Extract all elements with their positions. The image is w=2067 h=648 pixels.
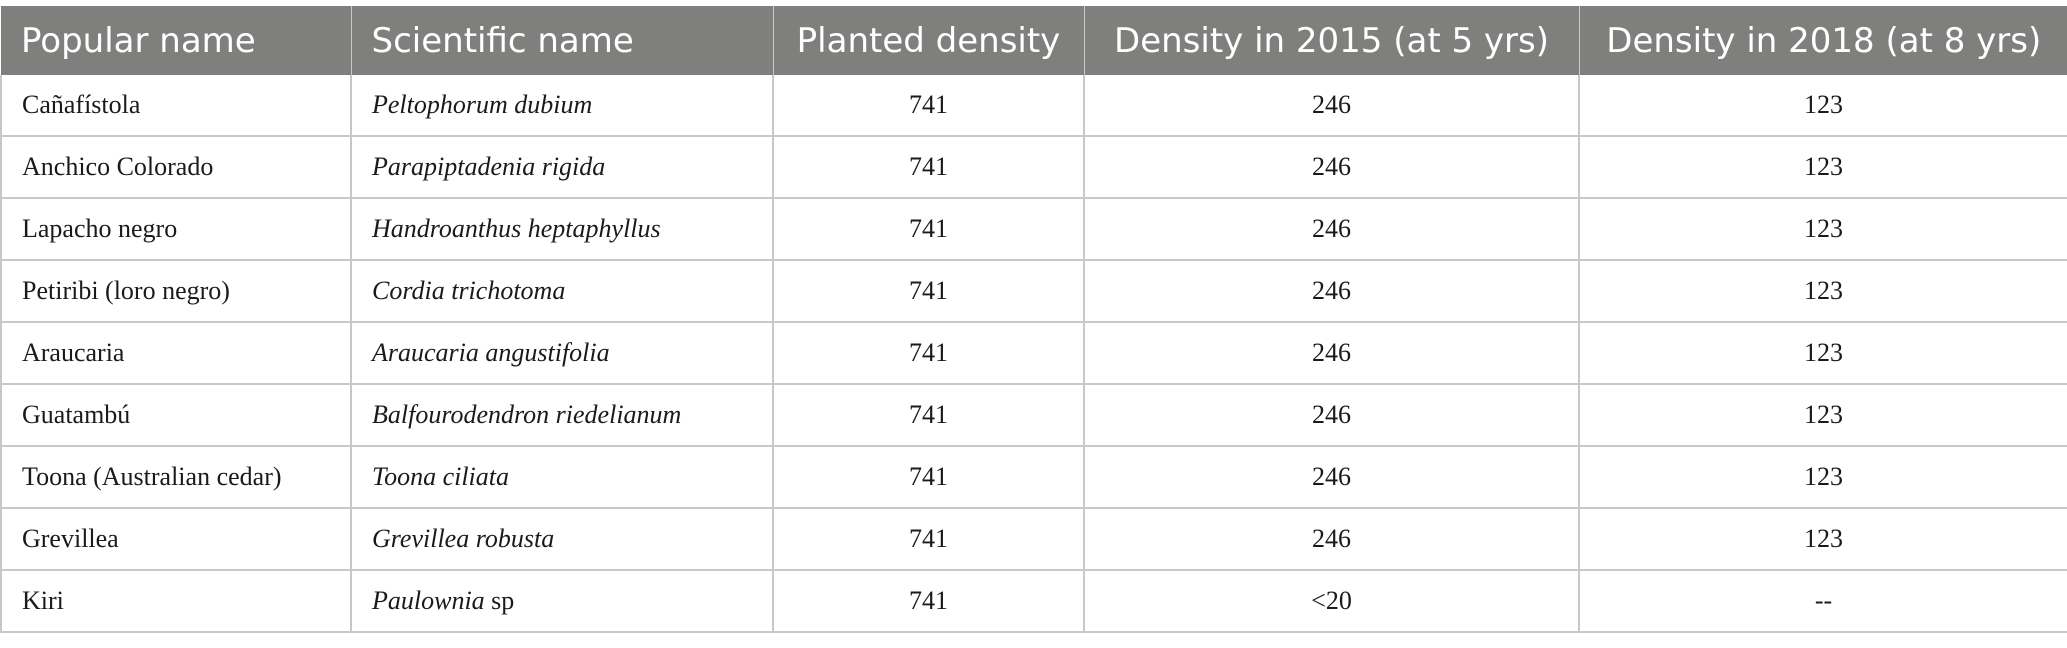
cell-scientific-name: Handroanthus heptaphyllus: [351, 198, 774, 261]
cell-density-2018: 123: [1579, 260, 2067, 323]
scientific-name-italic: Cordia trichotoma: [372, 276, 566, 305]
cell-planted-density: 741: [773, 136, 1085, 199]
cell-planted-density: 741: [773, 384, 1085, 447]
cell-density-2018: 123: [1579, 198, 2067, 261]
scientific-name-italic: Paulownia: [372, 586, 485, 615]
table-row: Toona (Australian cedar) Toona ciliata 7…: [0, 446, 2067, 509]
cell-density-2015: 246: [1084, 260, 1580, 323]
cell-popular-name: Petiribi (loro negro): [0, 260, 352, 323]
cell-planted-density: 741: [773, 446, 1085, 509]
table-row: Kiri Paulownia sp 741 <20 --: [0, 570, 2067, 633]
cell-popular-name: Lapacho negro: [0, 198, 352, 261]
table-row: Araucaria Araucaria angustifolia 741 246…: [0, 322, 2067, 385]
scientific-name-italic: Balfourodendron riedelianum: [372, 400, 682, 429]
cell-density-2015: 246: [1084, 446, 1580, 509]
header-scientific-name: Scientific name: [351, 6, 774, 75]
cell-density-2018: 123: [1579, 75, 2067, 137]
table-body: Cañafístola Peltophorum dubium 741 246 1…: [0, 75, 2067, 633]
header-density-2018: Density in 2018 (at 8 yrs): [1579, 6, 2067, 75]
header-planted-density: Planted density: [773, 6, 1085, 75]
scientific-name-italic: Handroanthus heptaphyllus: [372, 214, 661, 243]
cell-scientific-name: Toona ciliata: [351, 446, 774, 509]
cell-planted-density: 741: [773, 198, 1085, 261]
cell-density-2018: --: [1579, 570, 2067, 633]
cell-density-2018: 123: [1579, 384, 2067, 447]
header-popular-name: Popular name: [1, 6, 352, 75]
cell-popular-name: Kiri: [0, 570, 352, 633]
cell-planted-density: 741: [773, 260, 1085, 323]
scientific-name-italic: Peltophorum dubium: [372, 90, 593, 119]
scientific-name-suffix: sp: [484, 586, 515, 615]
table-row: Guatambú Balfourodendron riedelianum 741…: [0, 384, 2067, 447]
cell-popular-name: Grevillea: [0, 508, 352, 571]
cell-density-2015: 246: [1084, 198, 1580, 261]
species-density-table-container: Popular name Scientific name Planted den…: [0, 6, 2067, 633]
cell-planted-density: 741: [773, 508, 1085, 571]
cell-scientific-name: Parapiptadenia rigida: [351, 136, 774, 199]
table-row: Grevillea Grevillea robusta 741 246 123: [0, 508, 2067, 571]
cell-density-2015: 246: [1084, 136, 1580, 199]
cell-density-2018: 123: [1579, 508, 2067, 571]
cell-popular-name: Anchico Colorado: [0, 136, 352, 199]
cell-density-2018: 123: [1579, 136, 2067, 199]
cell-scientific-name: Paulownia sp: [351, 570, 774, 633]
cell-density-2015: 246: [1084, 75, 1580, 137]
cell-density-2018: 123: [1579, 446, 2067, 509]
cell-planted-density: 741: [773, 570, 1085, 633]
header-row: Popular name Scientific name Planted den…: [1, 6, 2067, 75]
table-row: Anchico Colorado Parapiptadenia rigida 7…: [0, 136, 2067, 199]
table-row: Cañafístola Peltophorum dubium 741 246 1…: [0, 75, 2067, 137]
cell-planted-density: 741: [773, 322, 1085, 385]
cell-scientific-name: Grevillea robusta: [351, 508, 774, 571]
scientific-name-italic: Toona ciliata: [372, 462, 510, 491]
cell-scientific-name: Cordia trichotoma: [351, 260, 774, 323]
species-density-table: Popular name Scientific name Planted den…: [0, 6, 2067, 633]
scientific-name-italic: Grevillea robusta: [372, 524, 555, 553]
cell-density-2015: <20: [1084, 570, 1580, 633]
table-header: Popular name Scientific name Planted den…: [1, 6, 2067, 75]
cell-popular-name: Toona (Australian cedar): [0, 446, 352, 509]
cell-density-2015: 246: [1084, 322, 1580, 385]
cell-popular-name: Araucaria: [0, 322, 352, 385]
cell-scientific-name: Balfourodendron riedelianum: [351, 384, 774, 447]
cell-popular-name: Cañafístola: [0, 75, 352, 137]
cell-planted-density: 741: [773, 75, 1085, 137]
scientific-name-italic: Araucaria angustifolia: [372, 338, 610, 367]
cell-density-2015: 246: [1084, 508, 1580, 571]
table-row: Petiribi (loro negro) Cordia trichotoma …: [0, 260, 2067, 323]
cell-scientific-name: Araucaria angustifolia: [351, 322, 774, 385]
header-density-2015: Density in 2015 (at 5 yrs): [1084, 6, 1580, 75]
cell-popular-name: Guatambú: [0, 384, 352, 447]
cell-density-2015: 246: [1084, 384, 1580, 447]
table-row: Lapacho negro Handroanthus heptaphyllus …: [0, 198, 2067, 261]
cell-scientific-name: Peltophorum dubium: [351, 75, 774, 137]
scientific-name-italic: Parapiptadenia rigida: [372, 152, 606, 181]
cell-density-2018: 123: [1579, 322, 2067, 385]
